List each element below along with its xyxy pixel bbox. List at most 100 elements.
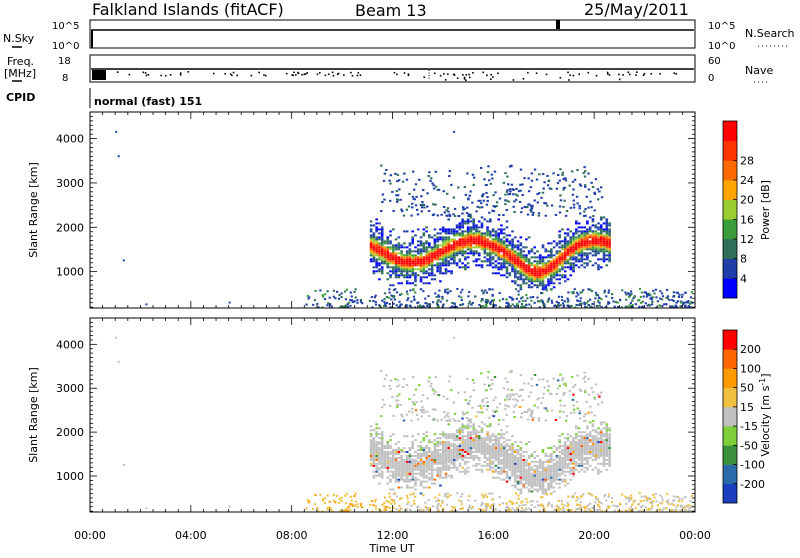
echo-cell (414, 278, 417, 280)
echo-cell (575, 250, 578, 252)
echo-cell (414, 477, 417, 479)
echo-cell (503, 260, 506, 262)
echo-cell (400, 258, 403, 260)
echo-cell (594, 398, 596, 400)
echo-cell (561, 262, 564, 264)
echo-cell (442, 228, 445, 230)
echo-cell (567, 467, 570, 469)
echo-cell (506, 461, 509, 463)
echo-cell (398, 264, 401, 266)
echo-cell (447, 240, 450, 242)
echo-cell (445, 467, 448, 469)
echo-cell (384, 240, 387, 242)
echo-cell (453, 131, 455, 133)
echo-cell (681, 500, 683, 502)
echo-cell (600, 186, 602, 188)
echo-cell (561, 461, 564, 463)
echo-cell (538, 417, 540, 419)
echo-cell (391, 396, 393, 398)
echo-cell (672, 500, 674, 502)
nave-dot (596, 75, 598, 77)
echo-cell (545, 262, 548, 264)
echo-cell (533, 264, 536, 266)
echo-cell (420, 252, 423, 254)
echo-cell (567, 453, 570, 455)
echo-cell (556, 473, 559, 475)
echo-cell (422, 439, 425, 441)
echo-cell (381, 254, 384, 256)
echo-cell (478, 463, 481, 465)
echo-cell (503, 471, 506, 473)
echo-cell (547, 266, 550, 268)
echo-cell (584, 376, 586, 378)
echo-cell (442, 459, 445, 461)
echo-cell (442, 264, 445, 266)
echo-cell (591, 303, 593, 305)
echo-cell (331, 305, 333, 307)
echo-cell (370, 425, 373, 427)
echo-cell (481, 494, 483, 496)
echo-cell (520, 260, 523, 262)
echo-cell (398, 465, 401, 467)
echo-cell (597, 455, 600, 457)
echo-cell (495, 266, 498, 268)
echo-cell (547, 284, 550, 286)
echo-cell (586, 447, 589, 449)
echo-cell (475, 455, 478, 457)
echo-cell (522, 256, 525, 258)
echo-cell (569, 471, 572, 473)
echo-cell (515, 199, 517, 201)
echo-cell (389, 303, 391, 305)
echo-cell (422, 232, 425, 234)
echo-cell (492, 467, 495, 469)
echo-cell (564, 266, 567, 268)
echo-cell (467, 246, 470, 248)
echo-cell (497, 240, 500, 242)
echo-cell (497, 266, 500, 268)
echo-cell (597, 266, 600, 268)
echo-cell (533, 479, 536, 481)
echo-cell (530, 501, 532, 503)
echo-cell (417, 469, 420, 471)
echo-cell (395, 260, 398, 262)
echo-cell (508, 459, 511, 461)
echo-cell (395, 276, 398, 278)
echo-cell (383, 385, 385, 387)
echo-cell (447, 447, 450, 449)
echo-cell (576, 202, 578, 204)
echo-cell (474, 500, 476, 502)
echo-cell (572, 453, 575, 455)
echo-cell (383, 502, 385, 504)
echo-cell (569, 459, 572, 461)
echo-cell (553, 451, 556, 453)
echo-cell (600, 218, 603, 220)
echo-cell (506, 439, 509, 441)
echo-cell (520, 441, 523, 443)
echo-cell (564, 276, 567, 278)
echo-cell (381, 406, 383, 408)
echo-cell (425, 226, 428, 228)
echo-cell (464, 443, 467, 445)
echo-cell (558, 254, 561, 256)
echo-cell (512, 206, 514, 208)
echo-cell (413, 296, 415, 298)
echo-cell (553, 477, 556, 479)
echo-cell (425, 246, 428, 248)
echo-cell (492, 443, 495, 445)
echo-cell (594, 224, 597, 226)
echo-cell (439, 232, 442, 234)
echo-cell (403, 270, 406, 272)
echo-cell (431, 250, 434, 252)
echo-cell (569, 457, 572, 459)
echo-cell (561, 299, 563, 301)
echo-cell (459, 451, 462, 453)
echo-cell (547, 262, 550, 264)
echo-cell (417, 213, 419, 215)
echo-cell (446, 398, 448, 400)
echo-cell (406, 293, 408, 295)
echo-cell (386, 465, 389, 467)
echo-cell (481, 400, 483, 402)
echo-cell (508, 447, 511, 449)
echo-cell (403, 254, 406, 256)
echo-cell (436, 262, 439, 264)
